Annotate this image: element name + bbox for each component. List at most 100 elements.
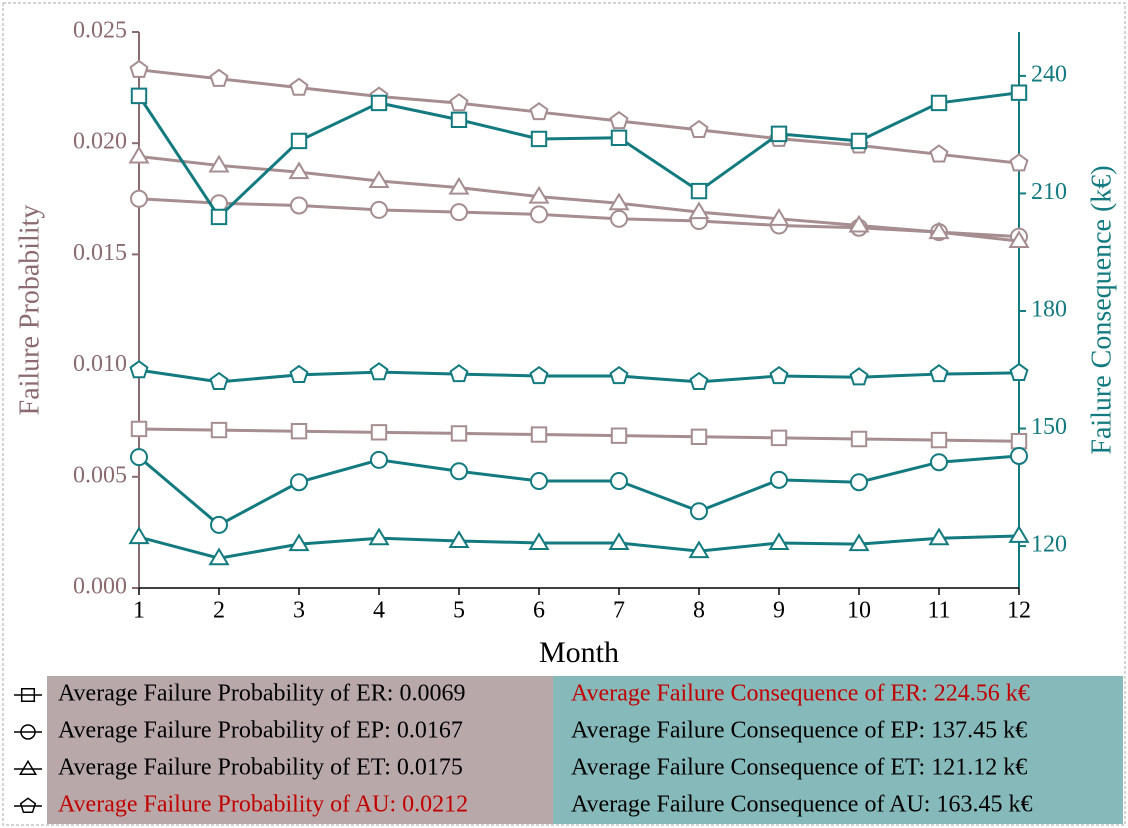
data-point (129, 59, 149, 78)
data-point (290, 132, 308, 150)
data-point (290, 196, 308, 215)
data-point (529, 102, 549, 121)
data-point (930, 453, 948, 472)
data-point (370, 200, 388, 219)
data-point (448, 176, 470, 195)
data-point (610, 427, 628, 444)
data-point (208, 547, 230, 566)
x-tick-label: 6 (533, 598, 545, 624)
y2-tick-label: 240 (1031, 61, 1067, 87)
data-point (369, 362, 389, 381)
data-point (130, 87, 148, 105)
data-point (129, 360, 149, 379)
series-line (138, 197, 1020, 239)
data-point (769, 365, 789, 385)
data-point (289, 364, 309, 383)
data-point (930, 431, 948, 449)
data-point (528, 185, 550, 204)
y2-tick-label: 180 (1031, 296, 1067, 322)
data-point (688, 540, 710, 559)
data-point (370, 94, 388, 112)
data-point (290, 423, 308, 440)
data-point (449, 93, 469, 112)
data-point (689, 119, 709, 138)
y-tick-label: 0.010 (73, 351, 127, 377)
data-point (610, 209, 628, 228)
series-line (137, 91, 1020, 220)
data-point (370, 450, 388, 469)
data-point (930, 94, 948, 112)
data-point (530, 472, 548, 491)
data-point (1009, 362, 1029, 382)
legend-label: Average Failure Consequence of EP: 137.4… (571, 718, 1027, 744)
data-point (609, 365, 629, 385)
legend-marker (20, 724, 36, 740)
legend-left-bg (47, 676, 553, 824)
y2-tick-label: 150 (1031, 414, 1067, 440)
data-point (1010, 84, 1028, 101)
data-point (768, 532, 790, 550)
data-point (770, 429, 788, 447)
data-point (770, 470, 788, 489)
data-point (929, 364, 949, 383)
legend-label: Average Failure Consequence of ER: 224.5… (571, 681, 1030, 707)
data-point (689, 371, 709, 391)
series-line (138, 368, 1020, 384)
data-point (610, 129, 628, 146)
data-point (1008, 525, 1030, 543)
data-point (929, 144, 949, 163)
y-tick-label: 0.020 (73, 129, 127, 155)
data-point (690, 502, 708, 521)
data-point (530, 205, 548, 224)
data-point (1009, 153, 1029, 172)
y-tick-label: 0.025 (73, 18, 127, 44)
x-tick-label: 9 (773, 598, 785, 624)
legend-label: Average Failure Probability of EP: 0.016… (58, 718, 463, 744)
data-point (928, 527, 950, 546)
legend-label: Average Failure Probability of ET: 0.017… (58, 755, 463, 781)
data-point (850, 430, 868, 448)
y2-tick-label: 210 (1031, 179, 1067, 205)
data-point (609, 110, 629, 130)
data-point (1008, 230, 1030, 249)
data-point (849, 367, 869, 386)
data-point (288, 533, 310, 552)
data-point (768, 208, 790, 226)
legend-marker (18, 759, 38, 775)
y-tick-label: 0.000 (73, 574, 127, 600)
data-point (528, 532, 550, 550)
data-point (688, 201, 710, 220)
x-tick-label: 11 (927, 598, 950, 624)
data-point (288, 161, 310, 180)
data-point (450, 462, 468, 481)
data-point (449, 364, 469, 383)
data-point (530, 130, 548, 148)
data-point (368, 527, 390, 546)
legend-label: Average Failure Consequence of ET: 121.1… (571, 755, 1027, 781)
y2-tick-label: 120 (1031, 532, 1067, 558)
data-point (128, 145, 150, 164)
data-point (210, 515, 228, 534)
series-line (138, 427, 1020, 443)
data-point (450, 425, 468, 442)
x-tick-label: 10 (847, 598, 871, 624)
data-point (529, 365, 549, 385)
x-tick-label: 4 (373, 598, 385, 624)
x-tick-label: 5 (453, 598, 465, 624)
data-point (1010, 433, 1028, 450)
legend-label: Average Failure Probability of AU: 0.021… (58, 792, 468, 818)
data-point (290, 473, 308, 492)
data-point (130, 189, 148, 208)
data-point (370, 424, 388, 441)
y-axis-label: Failure Probability (14, 205, 45, 416)
series-line (138, 68, 1020, 165)
legend-label: Average Failure Probability of ER: 0.006… (58, 681, 465, 707)
data-point (1010, 446, 1028, 465)
series-line (138, 155, 1020, 243)
data-point (848, 533, 870, 552)
data-point (128, 526, 150, 545)
legend-right-bg (553, 676, 1123, 824)
data-point (209, 68, 229, 87)
legend-marker (20, 687, 36, 703)
